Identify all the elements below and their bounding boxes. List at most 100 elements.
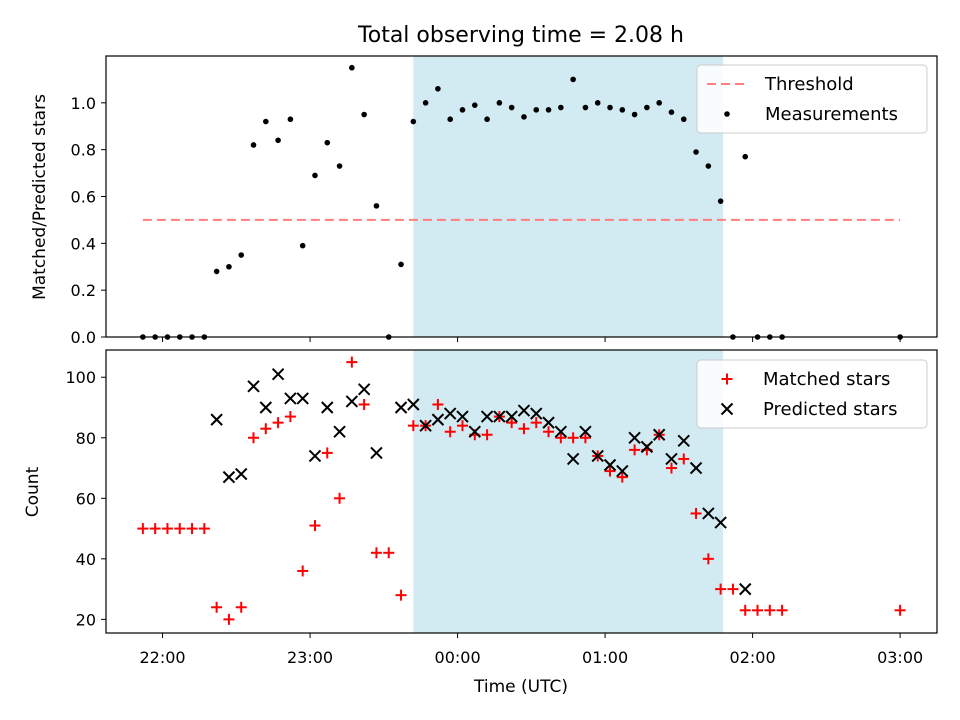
bottom-x-ticks: 22:00 23:00 00:00 01:00 02:00 03:00 [139, 633, 923, 667]
predicted-point-20-b [468, 425, 481, 438]
predicted-point-8-b [308, 449, 322, 463]
measurement-point-24 [435, 85, 441, 92]
predicted-point-38-b [689, 461, 703, 475]
measurement-point-47 [717, 198, 724, 204]
measurement-point-9 [250, 142, 257, 148]
predicted-point-15-b [407, 398, 420, 411]
bottom-legend: Matched stars Predicted stars [696, 359, 928, 429]
matched-point-2 [161, 523, 173, 535]
measurement-point-14 [312, 172, 318, 179]
predicted-point-3-b [247, 380, 260, 393]
measurement-point-12 [287, 116, 294, 123]
top-y-ticks: 0.0 0.2 0.4 0.6 0.8 1.0 [71, 94, 106, 347]
matched-point-34 [555, 432, 567, 444]
predicted-point-1-b [222, 470, 236, 484]
matched-point-22 [407, 420, 419, 432]
matched-point-43 [665, 462, 677, 474]
top-y-tick-label-5: 1.0 [71, 94, 96, 113]
measurement-point-38 [607, 104, 613, 111]
x-tick-label-0: 22:00 [139, 648, 185, 667]
predicted-point-25 [530, 407, 543, 420]
measurement-point-10 [263, 118, 269, 125]
predicted-point-23 [505, 410, 518, 423]
predicted-point-31 [603, 458, 617, 472]
matched-point-9 [248, 432, 260, 444]
matched-point-15 [321, 447, 333, 459]
x-tick-label-4: 02:00 [730, 648, 776, 667]
predicted-point-10-b [333, 425, 346, 438]
top-y-tick-label-2: 0.4 [71, 234, 96, 253]
predicted-point-34-b [640, 440, 654, 454]
measurement-point-26 [459, 107, 466, 113]
matched-point-32 [530, 417, 542, 429]
x-axis-label: Time (UTC) [473, 677, 568, 697]
top-plot-area [140, 56, 903, 340]
matched-point-39 [616, 471, 628, 483]
predicted-point-38 [689, 461, 703, 475]
predicted-point-24-b [517, 404, 531, 417]
measurement-point-49 [742, 153, 749, 160]
matched-point-13 [297, 565, 309, 577]
predicted-point-14-b [394, 401, 408, 414]
matched-point-3 [174, 523, 186, 535]
measurement-point-45 [693, 149, 699, 155]
predicted-point-13-b [370, 446, 383, 460]
matched-point-1 [149, 523, 161, 535]
top-y-tick-label-3: 0.6 [71, 188, 96, 207]
predicted-point-6 [284, 392, 297, 405]
predicted-point-13 [370, 446, 383, 460]
measurement-point-25 [447, 116, 454, 123]
measurement-point-41 [644, 104, 650, 111]
matched-point-11 [272, 417, 284, 429]
predicted-point-41 [739, 582, 752, 596]
predicted-point-6-b [284, 392, 297, 405]
predicted-point-10 [333, 425, 346, 438]
matched-point-49 [739, 604, 751, 616]
top-y-tick-label-4: 0.8 [71, 141, 96, 160]
top-y-tick-label-1: 0.2 [71, 281, 96, 300]
predicted-point-0 [210, 413, 223, 426]
matched-point-18 [358, 398, 370, 410]
bottom-y-axis-label: Count [23, 466, 43, 517]
bottom-plot-area [137, 350, 906, 633]
measurement-point-15 [324, 139, 331, 146]
predicted-point-30 [591, 449, 604, 463]
predicted-point-22 [493, 410, 506, 423]
predicted-point-7-b [296, 392, 309, 405]
measurement-point-8 [238, 252, 245, 258]
measurement-point-31 [521, 114, 527, 120]
predicted-point-37-b [677, 434, 690, 448]
matched-point-35 [567, 432, 579, 444]
matched-point-50 [752, 604, 764, 616]
bottom-y-tick-label-3: 80 [76, 429, 96, 448]
matched-point-28 [481, 429, 493, 441]
predicted-point-11 [345, 395, 359, 408]
measurement-point-40 [631, 111, 638, 118]
matched-point-24 [432, 398, 444, 410]
matched-point-47 [715, 583, 727, 595]
figure-title: Total observing time = 2.08 h [357, 23, 684, 48]
matched-point-16 [334, 492, 346, 504]
legend-measurement-label: Measurements [765, 104, 898, 125]
measurement-point-29 [496, 100, 503, 106]
measurement-point-43 [668, 109, 675, 115]
predicted-point-14 [394, 401, 408, 414]
matched-point-46 [702, 553, 714, 565]
top-y-tick-label-0: 0.0 [71, 328, 96, 347]
matched-point-10 [260, 423, 272, 435]
bottom-y-tick-label-0: 20 [76, 610, 96, 629]
predicted-point-19 [456, 410, 469, 423]
predicted-point-37 [677, 434, 690, 448]
predicted-point-40-b [714, 516, 727, 529]
matched-point-17 [346, 356, 358, 368]
predicted-point-29-b [579, 425, 592, 438]
predicted-point-26 [542, 416, 555, 429]
predicted-point-19-b [456, 410, 469, 423]
bottom-shaded-span [413, 350, 724, 633]
predicted-point-3 [247, 380, 260, 393]
matched-point-0 [137, 523, 149, 535]
matched-point-40 [629, 444, 641, 456]
predicted-point-32 [616, 464, 629, 478]
predicted-point-5-b [271, 368, 285, 381]
predicted-point-32-b [616, 464, 629, 478]
